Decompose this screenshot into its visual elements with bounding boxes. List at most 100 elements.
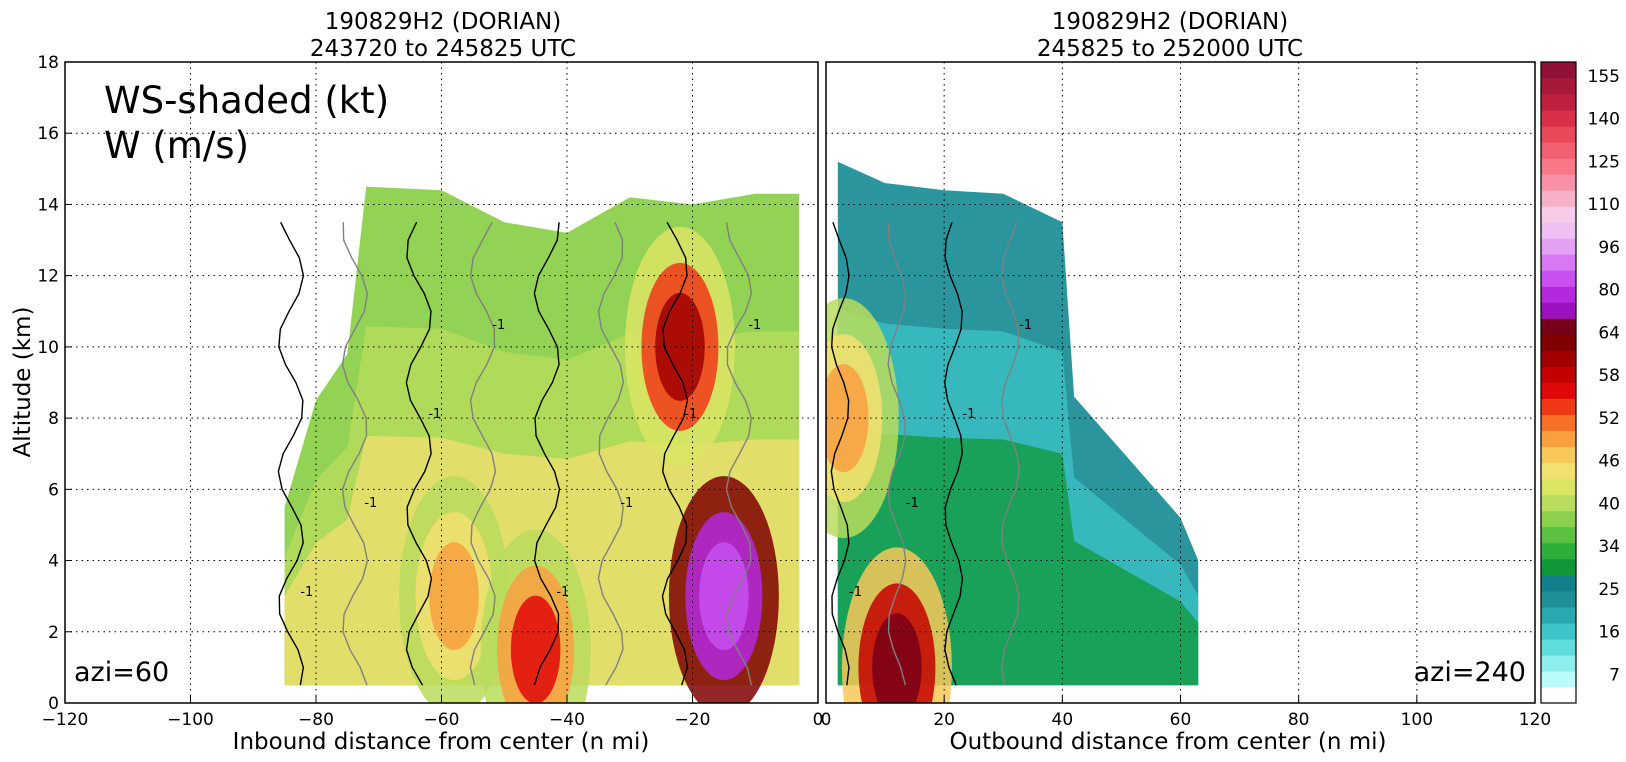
right-plot-field: [826, 161, 1199, 703]
contour-label: -1: [428, 407, 441, 422]
colorbar-swatch: [1541, 526, 1576, 544]
w-contours: -1 -1 -1 -1: [830, 222, 1032, 686]
colorbar-label: 58: [1598, 366, 1620, 386]
colorbar-swatch: [1541, 686, 1576, 704]
colorbar-label: 140: [1588, 110, 1620, 130]
colorbar-swatch: [1541, 430, 1576, 448]
colorbar-label: 25: [1598, 580, 1620, 600]
w-contour-line: [1000, 222, 1020, 686]
right-title-line2: 245825 to 252000 UTC: [1037, 36, 1303, 62]
y-axis-label: Altitude (km): [10, 307, 36, 458]
colorbar-label: 7: [1609, 665, 1620, 685]
colorbar-swatch: [1541, 334, 1576, 351]
x-tick-label: −120: [42, 710, 89, 730]
colorbar-label: 40: [1598, 494, 1620, 514]
colorbar-swatch: [1541, 238, 1576, 255]
x-tick-label: 0: [821, 710, 832, 730]
colorbar-label: 155: [1588, 67, 1620, 87]
colorbar-swatch: [1541, 542, 1576, 560]
x-tick-label: 60: [1170, 710, 1192, 730]
contour-label: -1: [300, 585, 313, 600]
colorbar-swatch: [1541, 574, 1576, 592]
left-grid: [65, 62, 818, 703]
colorbar-swatch: [1541, 462, 1576, 480]
y-tick-label: 18: [37, 53, 59, 73]
w-contour-line: [887, 222, 907, 686]
colorbar-label: 64: [1598, 323, 1620, 343]
x-tick-label: 0: [813, 710, 824, 730]
w-contour-line: [405, 221, 433, 686]
colorbar-swatch: [1541, 606, 1576, 624]
wind-core: [510, 595, 561, 703]
contour-label: -1: [962, 407, 975, 422]
y-tick-label: 14: [37, 195, 59, 215]
colorbar-label: 125: [1588, 152, 1620, 172]
colorbar-swatch: [1541, 62, 1576, 79]
colorbar-swatches: [1541, 61, 1576, 704]
colorbar-swatch: [1541, 510, 1576, 528]
y-tick-label: 4: [48, 552, 59, 572]
colorbar-swatch: [1541, 254, 1576, 271]
left-x-ticks: −120 −100 −80 −60 −40 −20 0: [42, 696, 824, 730]
x-tick-label: 40: [1052, 710, 1074, 730]
colorbar-swatch: [1541, 398, 1576, 416]
left-title-line2: 243720 to 245825 UTC: [310, 36, 576, 62]
y-tick-label: 0: [48, 694, 59, 714]
right-title-line1: 190829H2 (DORIAN): [1052, 9, 1289, 35]
colorbar-swatch: [1541, 654, 1576, 672]
right-panel: 190829H2 (DORIAN) 245825 to 252000 UTC a…: [821, 9, 1552, 755]
colorbar-swatch: [1541, 142, 1576, 159]
x-tick-label: 120: [1519, 710, 1551, 730]
colorbar-swatch: [1541, 110, 1576, 127]
left-x-axis-label: Inbound distance from center (n mi): [233, 729, 650, 755]
colorbar-swatch: [1541, 590, 1576, 608]
w-contour-line: [661, 221, 689, 686]
colorbar-swatch: [1541, 366, 1576, 383]
x-tick-label: −80: [298, 710, 334, 730]
w-contour-line: [469, 221, 497, 686]
contour-label: -1: [492, 318, 505, 333]
colorbar-frame: [1540, 61, 1577, 704]
colorbar-label: 96: [1598, 238, 1620, 258]
colorbar-swatch: [1541, 622, 1576, 640]
colorbar-label: 110: [1588, 195, 1620, 215]
y-tick-label: 6: [48, 480, 59, 500]
wind-core: [699, 542, 749, 651]
colorbar: 155 140 125 110 96 80 64 58 52 46 40 34 25 16 7: [1540, 61, 1620, 704]
colorbar-swatch: [1541, 78, 1576, 95]
colorbar-swatch: [1541, 414, 1576, 432]
y-tick-label: 16: [37, 124, 59, 144]
colorbar-swatch: [1541, 174, 1576, 191]
w-contour-line: [597, 221, 625, 686]
y-tick-label: 2: [48, 623, 59, 643]
colorbar-swatch: [1541, 286, 1576, 303]
colorbar-label: 16: [1598, 623, 1620, 643]
y-tick-label: 8: [48, 409, 59, 429]
left-plot-field: [284, 186, 800, 703]
colorbar-swatch: [1541, 206, 1576, 223]
x-tick-label: −60: [424, 710, 460, 730]
colorbar-swatch: [1541, 222, 1576, 239]
colorbar-swatch: [1541, 558, 1576, 576]
w-contour-line: [533, 222, 561, 686]
left-title-line1: 190829H2 (DORIAN): [325, 9, 562, 35]
w-contours: -1 -1 -1 -1 -1 -1 -1 -1: [277, 221, 761, 686]
x-tick-label: 100: [1401, 710, 1433, 730]
colorbar-swatch: [1541, 190, 1576, 207]
w-contour-line: [277, 221, 305, 686]
right-azimuth-annotation: azi=240: [1414, 657, 1526, 688]
x-tick-label: −100: [167, 710, 214, 730]
colorbar-swatch: [1541, 382, 1576, 400]
colorbar-swatch: [1541, 638, 1576, 656]
left-panel: 190829H2 (DORIAN) 243720 to 245825 UTC W…: [10, 9, 824, 755]
contour-label: -1: [1019, 318, 1032, 333]
colorbar-label: 34: [1598, 537, 1620, 557]
left-azimuth-annotation: azi=60: [74, 657, 169, 688]
legend-text-line1: WS-shaded (kt): [104, 79, 389, 122]
w-contour-line: [944, 222, 964, 686]
right-x-axis-label: Outbound distance from center (n mi): [950, 729, 1387, 755]
contour-label: -1: [849, 585, 862, 600]
colorbar-swatch: [1541, 350, 1576, 367]
x-tick-label: 80: [1288, 710, 1310, 730]
